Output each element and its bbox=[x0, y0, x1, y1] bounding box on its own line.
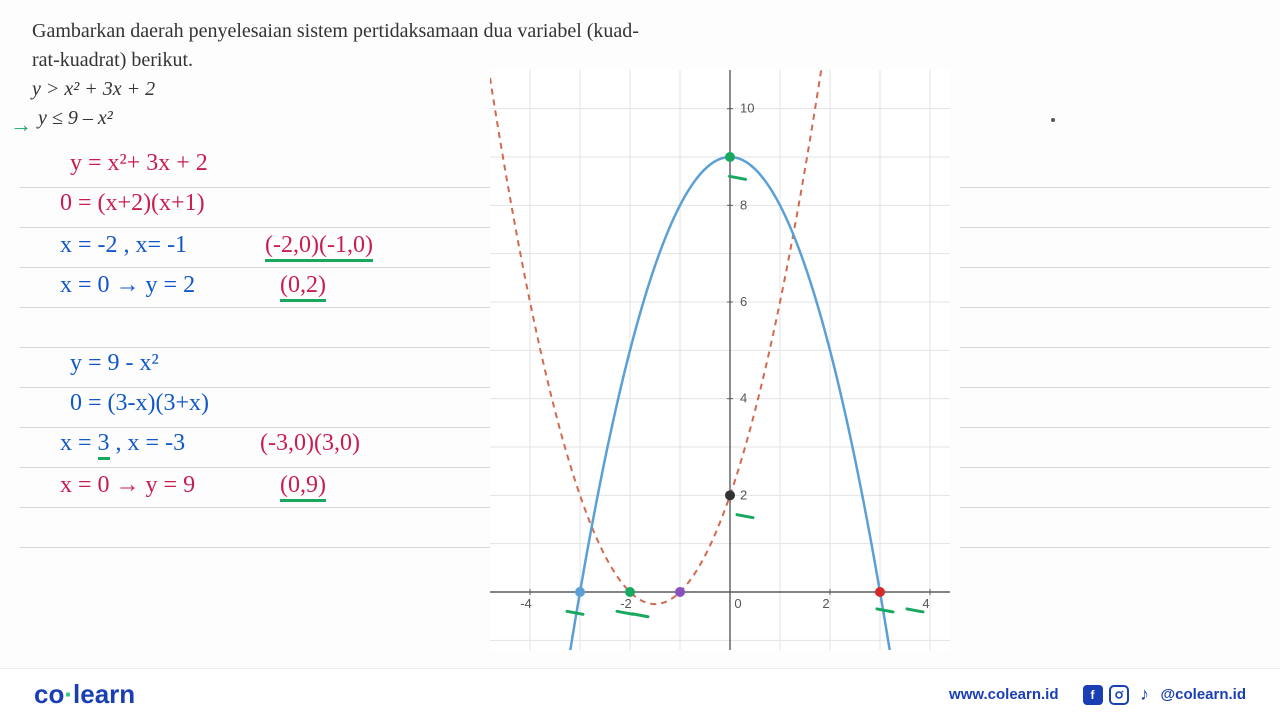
svg-text:-2: -2 bbox=[620, 596, 632, 611]
brand-logo: co·learn bbox=[34, 679, 135, 710]
tiktok-icon: ♪ bbox=[1135, 685, 1155, 705]
problem-line1: Gambarkan daerah penyelesaian sistem per… bbox=[32, 18, 639, 45]
work-line-5: y = 9 - x² bbox=[70, 350, 159, 377]
social-icons: f ♪ @colearn.id bbox=[1083, 685, 1246, 705]
footer-handle: @colearn.id bbox=[1161, 686, 1246, 703]
svg-text:6: 6 bbox=[740, 294, 747, 309]
right-blank-lines bbox=[960, 148, 1270, 548]
work-line-3a: x = -2 , x= -1 bbox=[60, 232, 187, 259]
instagram-icon bbox=[1109, 685, 1129, 705]
svg-text:0: 0 bbox=[734, 596, 741, 611]
svg-text:4: 4 bbox=[922, 596, 929, 611]
work-line-6: 0 = (3-x)(3+x) bbox=[70, 390, 209, 417]
facebook-icon: f bbox=[1083, 685, 1103, 705]
green-arrow: → bbox=[10, 112, 32, 138]
handwritten-work: y = x²+ 3x + 2 0 = (x+2)(x+1) x = -2 , x… bbox=[20, 148, 490, 548]
svg-text:-4: -4 bbox=[520, 596, 532, 611]
work-line-8a: x = 0 → y = 9 bbox=[60, 472, 195, 499]
graph: -4 -2 0 2 4 2 4 6 8 10 bbox=[490, 70, 950, 650]
footer-url: www.colearn.id bbox=[949, 686, 1058, 703]
work-line-1: y = x²+ 3x + 2 bbox=[70, 150, 208, 177]
svg-text:10: 10 bbox=[740, 101, 754, 116]
work-line-8b: (0,9) bbox=[280, 472, 326, 499]
svg-text:4: 4 bbox=[740, 391, 747, 406]
svg-text:8: 8 bbox=[740, 197, 747, 212]
svg-text:2: 2 bbox=[822, 596, 829, 611]
graph-svg: -4 -2 0 2 4 2 4 6 8 10 bbox=[490, 70, 950, 650]
footer: co·learn www.colearn.id f ♪ @colearn.id bbox=[0, 668, 1280, 720]
work-line-7a: x = 3 , x = -3 bbox=[60, 430, 185, 457]
work-line-4a: x = 0 → y = 2 bbox=[60, 272, 195, 299]
stray-dot bbox=[1051, 118, 1055, 122]
work-line-4b: (0,2) bbox=[280, 272, 326, 299]
work-line-7b: (-3,0)(3,0) bbox=[260, 430, 360, 457]
work-line-3b: (-2,0)(-1,0) bbox=[265, 232, 373, 259]
work-line-2: 0 = (x+2)(x+1) bbox=[60, 190, 205, 217]
svg-text:2: 2 bbox=[740, 487, 747, 502]
